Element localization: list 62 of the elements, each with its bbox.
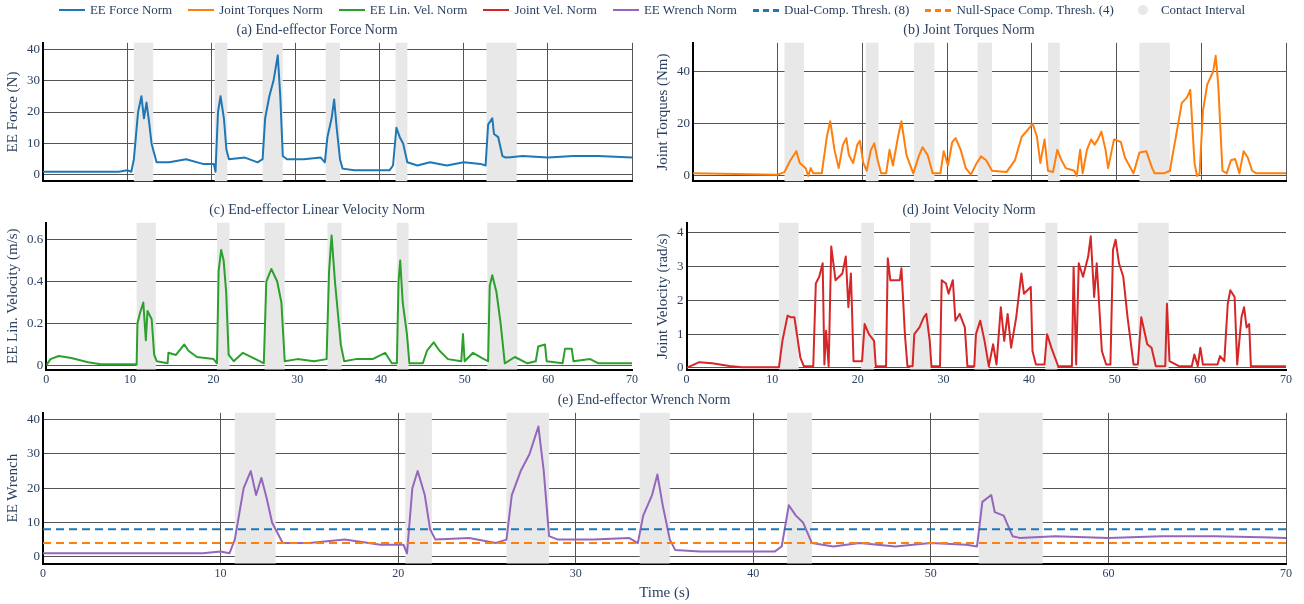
x-tick-label: 20 — [392, 565, 405, 580]
x-tick-label: 30 — [937, 371, 950, 386]
y-tick-label: 0.6 — [27, 231, 44, 246]
y-tick-label: 10 — [27, 134, 40, 150]
y-axis-title: EE Lin. Velocity (m/s) — [3, 228, 21, 364]
chart-title: (c) End-effector Linear Velocity Norm — [209, 202, 425, 219]
x-tick-label: 60 — [542, 371, 555, 386]
x-tick-label: 60 — [1102, 565, 1115, 580]
x-tick-label: 50 — [924, 565, 937, 580]
y-axis-title: Joint Velocity (rad/s) — [653, 233, 671, 359]
y-tick-label: 30 — [27, 445, 40, 461]
x-tick-label: 10 — [766, 371, 779, 386]
y-tick-label: 3 — [677, 258, 684, 274]
x-tick-label: 70 — [626, 371, 638, 386]
x-tick-label: 60 — [1194, 371, 1207, 386]
y-tick-label: 20 — [27, 103, 40, 119]
legend-label: Joint Torques Norm — [219, 2, 323, 18]
x-tick-label: 70 — [1280, 565, 1292, 580]
y-tick-label: 20 — [27, 479, 40, 495]
chart-title: (a) End-effector Force Norm — [236, 22, 398, 39]
y-tick-label: 40 — [27, 411, 40, 427]
y-tick-label: 0 — [683, 167, 690, 183]
y-tick-label: 1 — [677, 325, 684, 341]
x-axis-title: Time (s) — [639, 583, 690, 601]
y-axis-title: EE Force (N) — [3, 71, 21, 153]
y-tick-label: 0 — [677, 359, 684, 375]
x-tick-label: 40 — [1023, 371, 1036, 386]
y-tick-label: 0.2 — [27, 314, 44, 330]
legend-label: Null-Space Comp. Thresh. (4) — [956, 2, 1114, 18]
legend-label: Contact Interval — [1160, 2, 1246, 18]
y-tick-label: 20 — [677, 115, 690, 131]
legend-label: EE Lin. Vel. Norm — [369, 2, 468, 18]
legend-label: EE Force Norm — [89, 2, 173, 18]
legend-label: EE Wrench Norm — [643, 2, 737, 18]
y-axis-title: Joint Torques (Nm) — [653, 53, 671, 171]
x-tick-label: 20 — [851, 371, 864, 386]
chart-title: (e) End-effector Wrench Norm — [557, 392, 731, 409]
y-tick-label: 40 — [677, 62, 690, 78]
x-tick-label: 10 — [123, 371, 136, 386]
legend-label: Dual-Comp. Thresh. (8) — [784, 2, 910, 18]
y-tick-label: 0 — [36, 356, 44, 372]
x-tick-label: 30 — [291, 371, 304, 386]
y-tick-label: 0 — [33, 166, 40, 182]
x-tick-label: 50 — [1108, 371, 1121, 386]
x-tick-label: 70 — [1280, 371, 1292, 386]
x-tick-label: 40 — [374, 371, 387, 386]
y-tick-label: 4 — [677, 224, 684, 240]
chart-title: (b) Joint Torques Norm — [903, 22, 1035, 39]
y-tick-label: 40 — [27, 40, 40, 56]
y-axis-title: EE Wrench — [3, 453, 20, 523]
x-tick-label: 10 — [214, 565, 227, 580]
x-tick-label: 50 — [458, 371, 471, 386]
y-tick-label: 30 — [27, 71, 40, 87]
x-tick-label: 20 — [207, 371, 220, 386]
x-tick-label: 30 — [569, 565, 582, 580]
y-tick-label: 2 — [677, 291, 684, 307]
chart-title: (d) Joint Velocity Norm — [902, 202, 1036, 219]
y-tick-label: 0 — [33, 548, 40, 564]
x-tick-label: 40 — [747, 565, 760, 580]
y-tick-label: 0.4 — [27, 272, 44, 288]
y-tick-label: 10 — [27, 513, 40, 529]
legend-label: Joint Vel. Norm — [514, 2, 597, 18]
